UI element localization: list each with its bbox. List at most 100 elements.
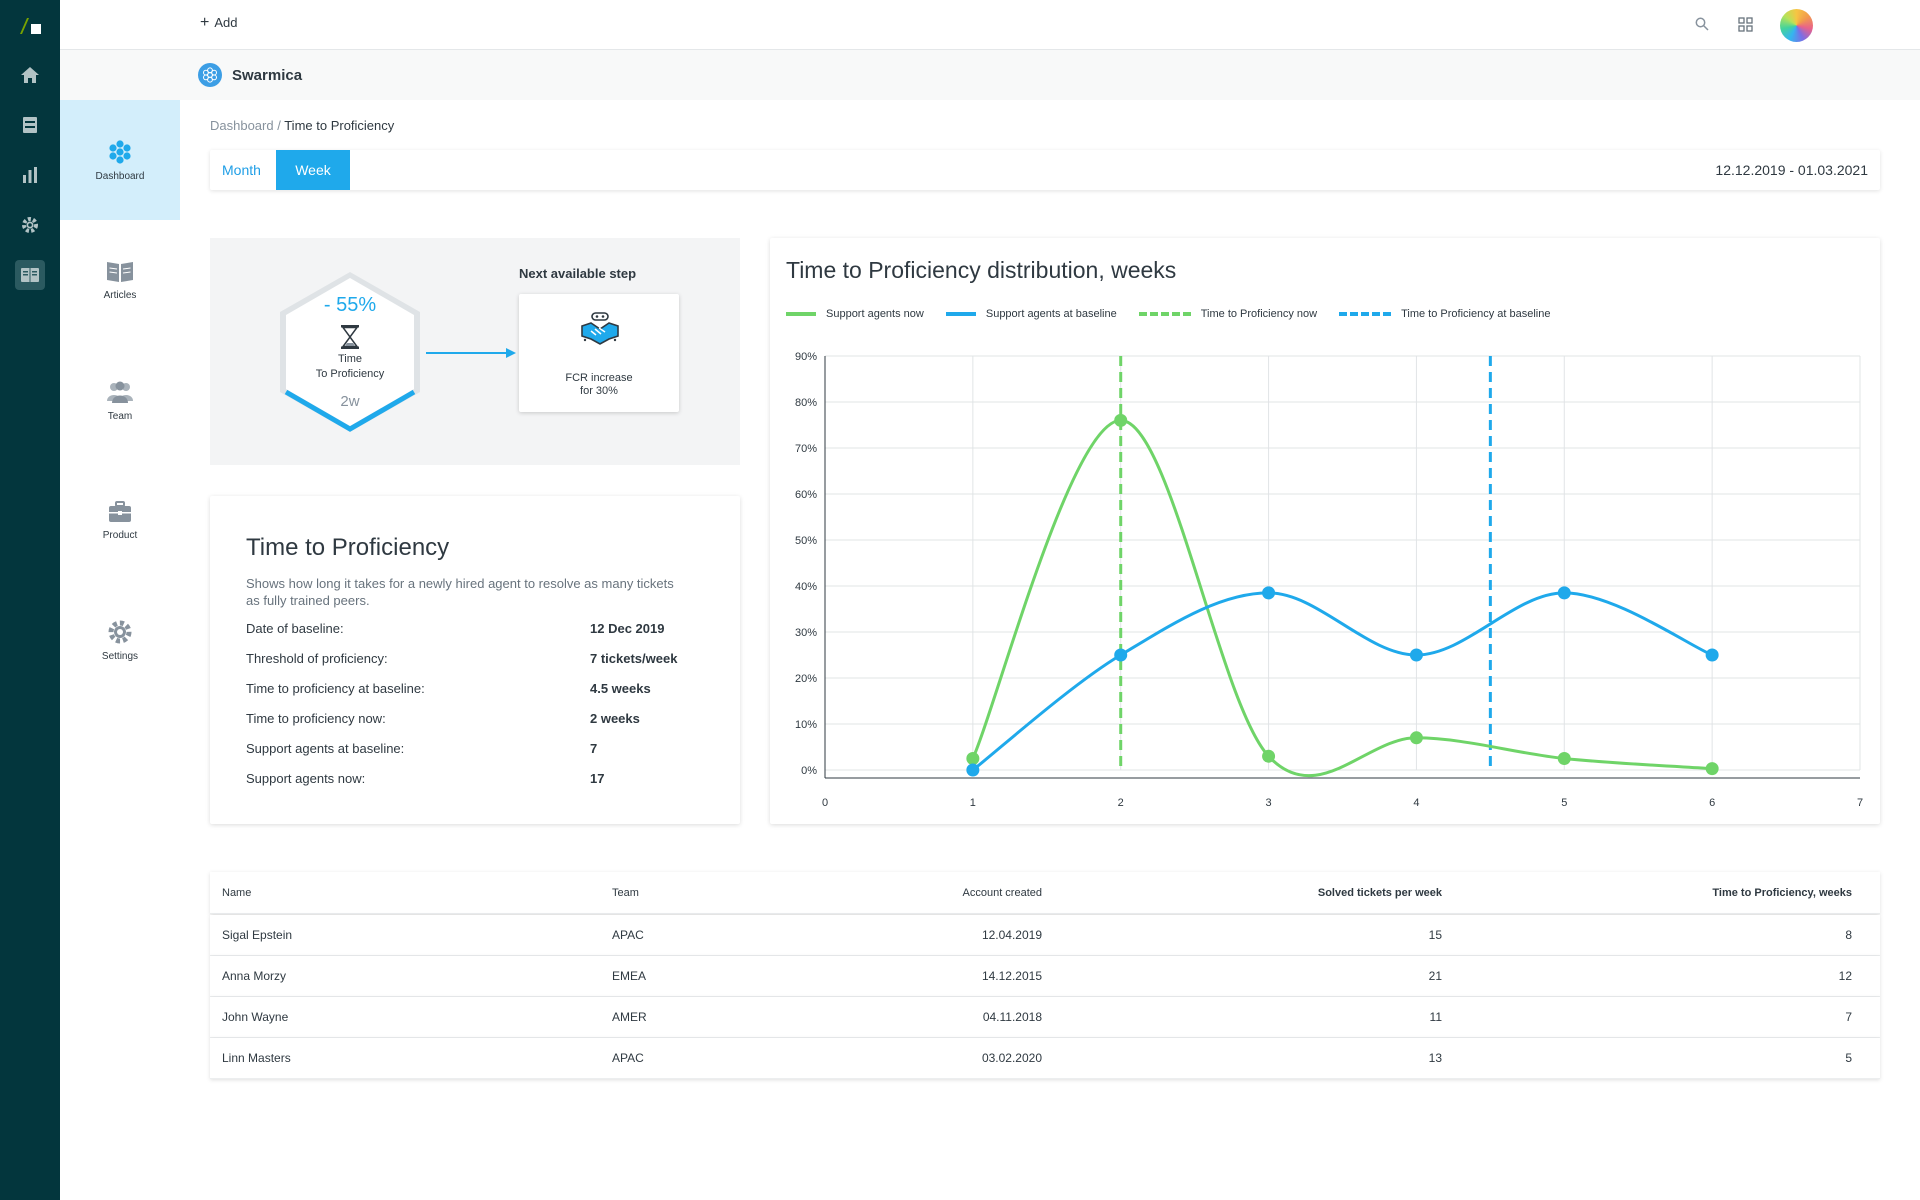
top-header: + Add [60,0,1920,50]
breadcrumb-separator: / [273,118,285,133]
column-header[interactable]: Time to Proficiency, weeks [1712,887,1852,899]
proficiency-percent: - 55% [323,294,377,316]
add-button-label: Add [214,15,238,30]
x-tick-label: 1 [970,797,976,809]
proficiency-info-card: Time to Proficiency Shows how long it ta… [210,496,740,824]
date-range[interactable]: 12.12.2019 - 01.03.2021 [1715,162,1868,178]
x-tick-label: 4 [1413,797,1419,809]
proficiency-label-line1: Time [337,353,363,365]
cell-created: 04.11.2018 [982,1010,1042,1024]
product-logo-icon[interactable] [18,16,44,36]
apps-grid-icon[interactable] [1738,17,1753,32]
column-header[interactable]: Name [222,887,252,899]
nav-item-dashboard[interactable]: Dashboard [60,100,180,220]
data-point [1114,413,1128,427]
proficiency-step-card: - 55% Time To Proficiency 2w Next availa… [210,238,740,465]
legend-swatch [786,312,816,316]
handshake-icon [581,312,619,345]
cell-name: Sigal Epstein [222,928,293,942]
breadcrumb-root[interactable]: Dashboard [210,118,274,133]
next-step-text-line2: for 30% [580,385,618,397]
info-description: Shows how long it takes for a newly hire… [246,576,674,608]
info-key: Time to proficiency at baseline: [246,681,425,696]
next-step-label: Next available step [519,266,637,281]
cell-team: APAC [612,1051,644,1065]
reports-icon[interactable] [15,160,45,190]
column-header[interactable]: Solved tickets per week [1317,887,1442,899]
column-header[interactable]: Account created [962,887,1043,899]
app-name: Swarmica [232,66,303,84]
nav-item-product[interactable]: Product [60,460,180,580]
chart-legend: Support agents now Support agents at bas… [786,308,1572,320]
cell-solved: 11 [1429,1010,1442,1024]
month-tab[interactable]: Month [222,162,261,178]
info-title: Time to Proficiency [246,534,450,561]
step-arrow [426,348,516,358]
y-tick-label: 30% [795,627,817,639]
nav-label-team: Team [107,410,133,422]
table-row[interactable]: Sigal Epstein APAC 12.04.2019 15 8 [210,915,1880,956]
nav-label-articles: Articles [103,289,137,301]
legend-swatch [1339,312,1392,316]
proficiency-label: Time To Proficiency [276,352,424,382]
legend-swatch [1138,312,1191,316]
cell-team: AMER [612,1010,647,1024]
table-header: Name Team Account created Solved tickets… [210,872,1880,914]
proficiency-label-line2: To Proficiency [315,368,385,380]
week-tab[interactable]: Week [276,150,350,190]
agents-table: Name Team Account created Solved tickets… [210,872,1880,1079]
next-step-card[interactable]: FCR increase for 30% [519,294,679,412]
cell-solved: 13 [1428,1051,1442,1065]
data-point [1705,648,1719,662]
data-point [1409,731,1423,745]
search-icon[interactable] [1695,17,1709,31]
nav-item-articles[interactable]: Articles [60,220,180,340]
gear-icon [108,620,132,643]
cell-ttp: 8 [1845,928,1852,942]
cell-name: John Wayne [222,1010,289,1024]
legend-item[interactable]: Time to Proficiency at baseline [1339,308,1550,320]
legend-item[interactable]: Time to Proficiency now [1138,308,1317,320]
y-tick-label: 50% [795,535,817,547]
book-icon [107,261,133,282]
table-row[interactable]: Anna Morzy EMEA 14.12.2015 21 12 [210,956,1880,997]
y-tick-label: 60% [795,489,817,501]
period-filter-bar: Month Week 12.12.2019 - 01.03.2021 [210,150,1880,190]
info-key: Support agents at baseline: [246,741,405,756]
column-header[interactable]: Team [612,887,639,899]
legend-item[interactable]: Support agents at baseline [945,308,1117,320]
guide-book-icon[interactable] [15,260,45,290]
chart-title: Time to Proficiency distribution, weeks [786,257,1177,283]
data-point [1557,752,1571,765]
legend-item[interactable]: Support agents now [786,308,924,320]
add-button[interactable]: + Add [200,14,238,30]
table-row[interactable]: Linn Masters APAC 03.02.2020 13 5 [210,1038,1880,1079]
y-tick-label: 0% [801,765,817,777]
legend-label: Support agents at baseline [985,308,1117,320]
data-point [1557,586,1571,600]
nav-item-settings[interactable]: Settings [60,580,180,700]
app-header: Swarmica [60,50,1920,100]
team-icon [107,381,133,403]
table-row[interactable]: John Wayne AMER 04.11.2018 11 7 [210,997,1880,1038]
data-point [1262,749,1276,763]
info-value: 7 [590,741,598,756]
cell-created: 12.04.2019 [981,928,1042,942]
inbox-icon[interactable] [15,110,45,140]
data-point [1705,762,1719,776]
distribution-chart-card: Time to Proficiency distribution, weeks … [770,238,1880,824]
nav-item-team[interactable]: Team [60,340,180,460]
app-brand: Swarmica [198,63,302,87]
x-tick-label: 3 [1266,797,1272,809]
user-avatar[interactable] [1780,9,1813,42]
x-tick-label: 7 [1857,797,1863,809]
x-tick-label: 5 [1561,797,1567,809]
admin-gear-icon[interactable] [15,210,45,240]
home-icon[interactable] [15,60,45,90]
x-tick-label: 6 [1709,797,1715,809]
data-point [1409,648,1423,662]
info-key: Support agents now: [246,771,366,786]
cell-team: EMEA [612,969,647,983]
cell-ttp: 7 [1845,1010,1852,1024]
next-step-text-line1: FCR increase [565,372,633,384]
